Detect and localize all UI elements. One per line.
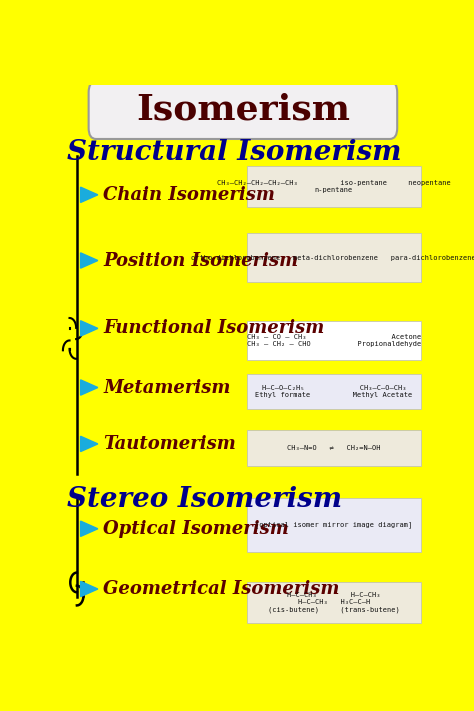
Polygon shape bbox=[81, 521, 98, 536]
Text: Geometrical Isomerism: Geometrical Isomerism bbox=[103, 580, 340, 598]
FancyBboxPatch shape bbox=[246, 498, 421, 552]
Text: CH₃–N=O   ⇌   CH₂=N–OH: CH₃–N=O ⇌ CH₂=N–OH bbox=[287, 445, 381, 451]
Text: H–C–O–C₂H₅             CH₃–C–O–CH₃
Ethyl formate          Methyl Acetate: H–C–O–C₂H₅ CH₃–C–O–CH₃ Ethyl formate Met… bbox=[255, 385, 412, 398]
Text: Tautomerism: Tautomerism bbox=[103, 435, 236, 453]
Text: [optical isomer mirror image diagram]: [optical isomer mirror image diagram] bbox=[255, 522, 412, 528]
Text: Stereo Isomerism: Stereo Isomerism bbox=[66, 486, 342, 513]
FancyBboxPatch shape bbox=[246, 321, 421, 360]
Text: Position Isomerism: Position Isomerism bbox=[103, 252, 299, 269]
FancyBboxPatch shape bbox=[246, 582, 421, 623]
FancyBboxPatch shape bbox=[246, 374, 421, 410]
Polygon shape bbox=[81, 582, 98, 597]
Text: Optical Isomerism: Optical Isomerism bbox=[103, 520, 289, 538]
Text: Isomerism: Isomerism bbox=[136, 93, 350, 127]
Text: ortho-dichlorobenzene   meta-dichlorobenzene   para-dichlorobenzene: ortho-dichlorobenzene meta-dichlorobenze… bbox=[191, 255, 474, 261]
Polygon shape bbox=[81, 437, 98, 451]
Text: CH₃–CH₂–CH₂–CH₂–CH₃          iso-pentane     neopentane
n-pentane: CH₃–CH₂–CH₂–CH₂–CH₃ iso-pentane neopenta… bbox=[217, 180, 451, 193]
FancyBboxPatch shape bbox=[246, 430, 421, 466]
FancyBboxPatch shape bbox=[246, 233, 421, 282]
FancyBboxPatch shape bbox=[89, 82, 397, 139]
Text: Chain Isomerism: Chain Isomerism bbox=[103, 186, 275, 204]
Text: CH₃ – CO – CH₃                    Acetone
CH₃ – CH₂ – CHO           Propionaldeh: CH₃ – CO – CH₃ Acetone CH₃ – CH₂ – CHO P… bbox=[247, 334, 421, 347]
Polygon shape bbox=[81, 321, 98, 336]
FancyBboxPatch shape bbox=[246, 166, 421, 207]
Text: Structural Isomerism: Structural Isomerism bbox=[66, 139, 401, 166]
Text: Functional Isomerism: Functional Isomerism bbox=[103, 319, 325, 338]
Text: Metamerism: Metamerism bbox=[103, 378, 231, 397]
Polygon shape bbox=[81, 253, 98, 268]
Polygon shape bbox=[81, 187, 98, 203]
Polygon shape bbox=[81, 380, 98, 395]
Text: H–C–CH₃        H–C–CH₃
H–C–CH₃   H₃C–C–H
(cis-butene)     (trans-butene): H–C–CH₃ H–C–CH₃ H–C–CH₃ H₃C–C–H (cis-but… bbox=[268, 592, 400, 613]
